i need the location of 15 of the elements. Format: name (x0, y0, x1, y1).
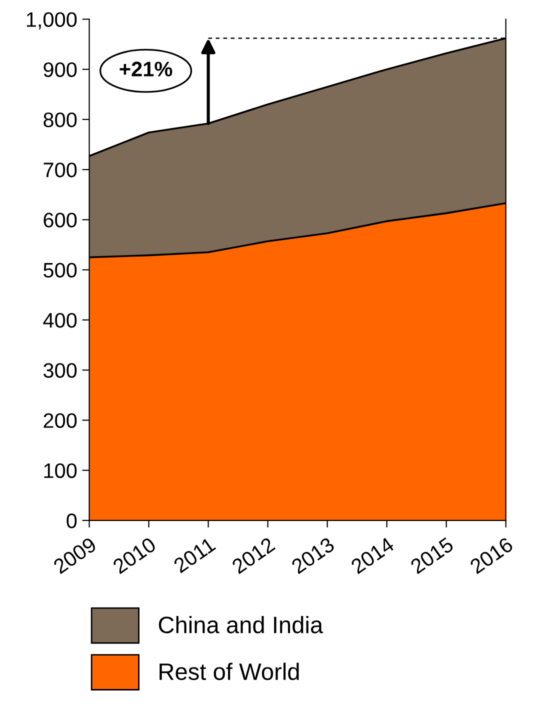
y-tick-label: 0 (66, 513, 77, 528)
annotation: +21% (120, 62, 172, 76)
y-tick-label: 700 (44, 162, 77, 178)
y-tick-label: 200 (44, 413, 77, 428)
y-tick-label: 400 (43, 312, 77, 328)
legend-label: China and India (158, 616, 324, 634)
y-tick-label: 1,000 (26, 12, 77, 30)
y-tick-label: 600 (44, 212, 77, 228)
y-tick-label: 500 (44, 262, 77, 278)
x-tick-label: 2011 (172, 536, 216, 574)
y-tick-label: 300 (44, 363, 77, 378)
y-tick-label: 100 (44, 463, 77, 478)
legend-label: Rest of World (160, 662, 299, 680)
y-tick-label: 900 (44, 62, 77, 78)
y-tick-label: 800 (44, 112, 77, 128)
